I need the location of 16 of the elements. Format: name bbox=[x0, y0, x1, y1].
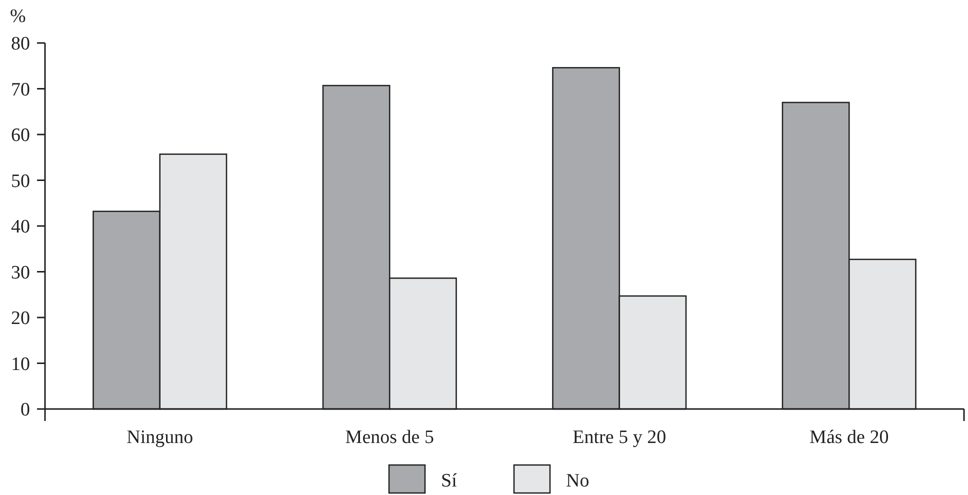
y-tick-label: 0 bbox=[20, 400, 30, 421]
x-tick-label: Menos de 5 bbox=[345, 427, 434, 448]
x-tick-label: Entre 5 y 20 bbox=[572, 427, 666, 448]
y-tick-label: 60 bbox=[11, 125, 30, 146]
legend-label: Sí bbox=[441, 470, 458, 492]
y-tick-label: 40 bbox=[11, 216, 30, 238]
y-tick-label: 80 bbox=[11, 34, 30, 55]
y-tick-label: 50 bbox=[11, 170, 30, 192]
y-tick-label: 30 bbox=[11, 262, 30, 284]
y-tick-label: 20 bbox=[11, 308, 30, 330]
y-tick-label: 10 bbox=[11, 354, 30, 375]
legend-label: No bbox=[566, 470, 590, 492]
y-axis-title: % bbox=[10, 6, 26, 27]
x-tick-label: Ninguno bbox=[126, 427, 194, 448]
x-tick-label: Más de 20 bbox=[810, 427, 889, 448]
y-tick-label: 70 bbox=[11, 79, 30, 100]
